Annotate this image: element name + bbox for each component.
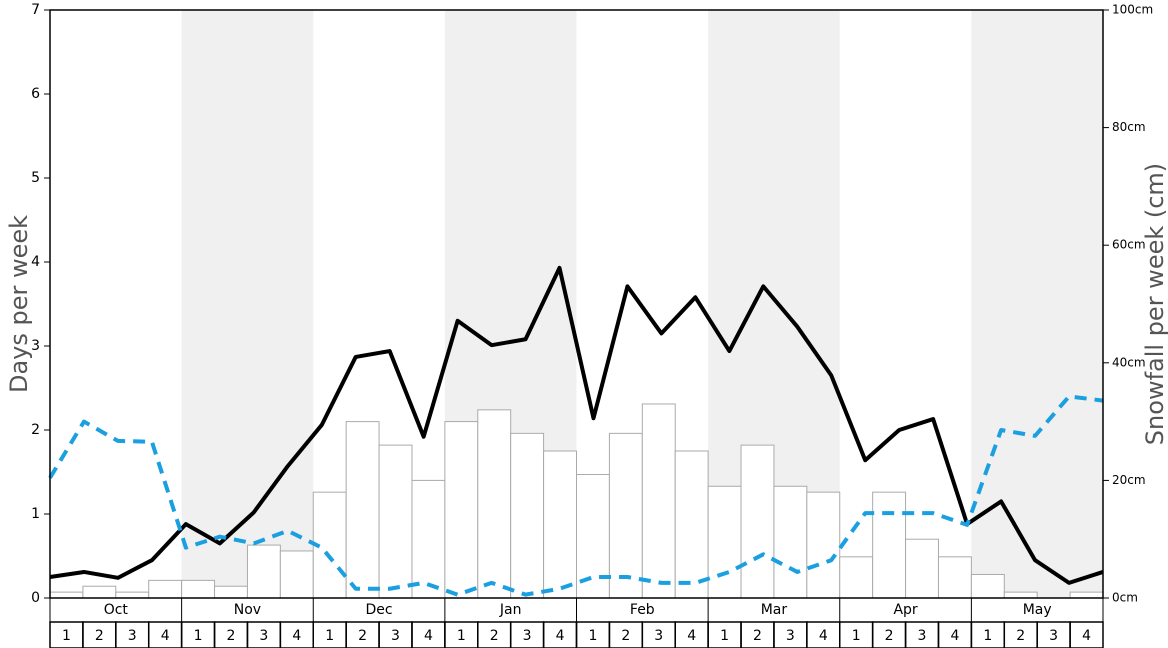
week-label: 4 <box>819 628 828 644</box>
week-label: 2 <box>95 628 104 644</box>
bar <box>872 491 907 599</box>
week-label: 3 <box>523 628 532 644</box>
month-label: Apr <box>893 602 917 618</box>
bar <box>740 444 775 599</box>
y2-tick-label: 20cm <box>1112 473 1146 487</box>
week-label: 2 <box>490 628 499 644</box>
month-label: Feb <box>630 602 655 618</box>
bar <box>477 409 512 599</box>
week-label: 4 <box>424 628 433 644</box>
dashed-line <box>48 394 1104 597</box>
week-label: 2 <box>885 628 894 644</box>
week-label: 1 <box>457 628 466 644</box>
month-shading <box>181 10 1103 598</box>
week-label: 4 <box>950 628 959 644</box>
week-label: 3 <box>1049 628 1058 644</box>
week-label: 3 <box>918 628 927 644</box>
week-label: 4 <box>556 628 565 644</box>
y-tick-label: 1 <box>31 506 40 522</box>
bar <box>510 432 545 599</box>
week-label: 1 <box>325 628 334 644</box>
y2-tick-label: 0cm <box>1112 591 1138 605</box>
bar <box>1069 591 1104 599</box>
week-label: 3 <box>259 628 268 644</box>
bar <box>806 491 841 599</box>
bar <box>279 550 314 599</box>
bar <box>411 479 446 599</box>
bar <box>82 585 117 599</box>
plot-frame <box>49 9 1104 599</box>
bar <box>345 421 380 599</box>
bar <box>608 432 643 599</box>
bar <box>543 450 577 599</box>
month-label: Nov <box>234 602 261 618</box>
week-label: 1 <box>983 628 992 644</box>
bar <box>378 444 413 599</box>
week-label: 3 <box>654 628 663 644</box>
y2-tick-label: 80cm <box>1112 120 1146 134</box>
y-tick-label: 2 <box>31 422 40 438</box>
week-label: 4 <box>161 628 170 644</box>
y-tick-label: 5 <box>31 170 40 186</box>
y2-tick-label: 60cm <box>1112 238 1146 252</box>
week-label: 2 <box>227 628 236 644</box>
week-label: 1 <box>194 628 203 644</box>
bar <box>115 591 150 599</box>
week-label: 2 <box>1016 628 1025 644</box>
week-label: 1 <box>62 628 71 644</box>
y-tick-label: 7 <box>31 2 40 18</box>
week-label: 3 <box>128 628 137 644</box>
bar <box>674 450 709 599</box>
month-label: May <box>1023 602 1052 618</box>
bar <box>641 403 676 599</box>
y-tick-label: 6 <box>31 86 40 102</box>
month-label: Oct <box>104 602 129 618</box>
bar <box>444 421 479 599</box>
week-label: 1 <box>588 628 597 644</box>
bar <box>970 573 1005 599</box>
bar <box>148 579 183 599</box>
week-label: 4 <box>292 628 301 644</box>
bar <box>246 544 281 599</box>
week-label: 2 <box>753 628 762 644</box>
month-label: Mar <box>761 602 788 618</box>
month-band <box>181 10 314 598</box>
y-tick-label: 4 <box>31 254 40 270</box>
bar <box>905 538 939 599</box>
week-label: 4 <box>687 628 696 644</box>
week-label: 3 <box>786 628 795 644</box>
week-label: 4 <box>1082 628 1091 644</box>
month-label: Dec <box>366 602 393 618</box>
month-label: Jan <box>499 602 522 618</box>
y-axis-title: Days per week <box>5 215 33 393</box>
bar <box>773 485 808 599</box>
y2-axis-title: Snowfall per week (cm) <box>1141 163 1168 445</box>
week-label: 2 <box>358 628 367 644</box>
y2-tick-label: 100cm <box>1112 3 1153 17</box>
bar <box>937 556 972 599</box>
week-label: 1 <box>852 628 861 644</box>
y2-tick-label: 40cm <box>1112 355 1146 369</box>
month-band <box>971 10 1103 598</box>
week-label: 3 <box>391 628 400 644</box>
bar <box>839 556 874 599</box>
y-tick-label: 0 <box>31 590 40 606</box>
week-label: 1 <box>720 628 729 644</box>
bar <box>1003 591 1038 599</box>
bar <box>214 585 248 599</box>
week-label: 2 <box>621 628 630 644</box>
bar <box>707 485 742 599</box>
y-tick-label: 3 <box>31 338 40 354</box>
bar <box>49 591 84 599</box>
bar <box>181 579 216 599</box>
